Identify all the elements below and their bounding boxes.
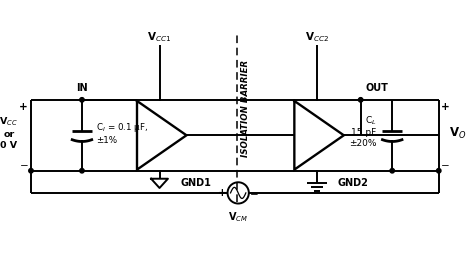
Text: +: + — [218, 188, 227, 198]
Circle shape — [390, 169, 395, 173]
Text: C$_I$ = 0.1 μF,
±1%: C$_I$ = 0.1 μF, ±1% — [96, 121, 149, 145]
Circle shape — [437, 169, 441, 173]
Circle shape — [359, 98, 363, 102]
Text: +: + — [19, 102, 28, 112]
Text: V$_{CC2}$: V$_{CC2}$ — [305, 31, 329, 45]
Text: V$_{CC1}$: V$_{CC1}$ — [148, 31, 172, 45]
Text: OUT: OUT — [366, 83, 389, 93]
Text: V$_{CC}$
or
0 V: V$_{CC}$ or 0 V — [0, 116, 18, 150]
Text: C$_L$
15 pF
±20%: C$_L$ 15 pF ±20% — [349, 114, 377, 147]
Text: $-$: $-$ — [249, 188, 259, 198]
Circle shape — [80, 169, 84, 173]
Text: $-$: $-$ — [19, 159, 28, 169]
Text: GND1: GND1 — [180, 178, 211, 188]
Text: V$_O$: V$_O$ — [449, 125, 466, 141]
Circle shape — [80, 98, 84, 102]
Text: IN: IN — [76, 83, 88, 93]
Text: V$_{CM}$: V$_{CM}$ — [228, 210, 248, 224]
Text: +: + — [440, 102, 449, 112]
Circle shape — [29, 169, 33, 173]
Text: GND2: GND2 — [338, 178, 368, 188]
Text: $-$: $-$ — [440, 159, 450, 169]
Text: ISOLATION BARRIER: ISOLATION BARRIER — [241, 60, 249, 157]
